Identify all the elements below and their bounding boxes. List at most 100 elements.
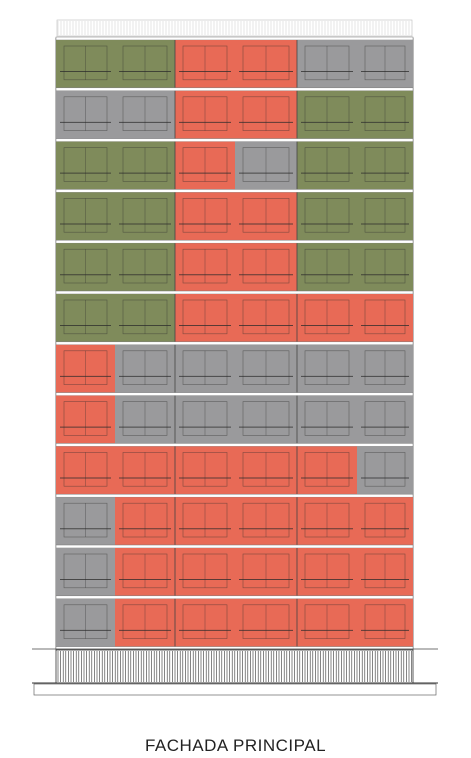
- facade-bay-gray: [175, 395, 235, 444]
- ground-floor-screen: [32, 648, 438, 684]
- facade-bay-red: [357, 294, 413, 342]
- facade-bay-red: [235, 497, 297, 545]
- floor-slab: [55, 493, 414, 498]
- facade-bay-red: [297, 598, 357, 647]
- facade-bay-red: [56, 344, 115, 393]
- facade-bay-red: [175, 497, 235, 545]
- ground-line: [33, 683, 437, 696]
- floor-1: [55, 595, 414, 647]
- facade-bay-red: [175, 141, 235, 190]
- facade-bay-red: [235, 446, 297, 495]
- facade-bay-red: [297, 446, 357, 495]
- facade-bay-red: [56, 446, 115, 495]
- facade-bay-red: [235, 598, 297, 647]
- facade-bay-red: [235, 90, 297, 139]
- facade-bay-green: [56, 192, 115, 241]
- facade-bay-red: [235, 40, 297, 88]
- facade-bay-green: [297, 243, 357, 291]
- facade-bay-gray: [297, 40, 357, 88]
- floor-8: [55, 239, 414, 291]
- facade-bay-gray: [56, 548, 115, 596]
- facade-bay-red: [235, 294, 297, 342]
- facade-bay-gray: [357, 40, 413, 88]
- facade-bay-green: [357, 141, 413, 190]
- floor-slab: [55, 290, 414, 295]
- facade-bay-red: [175, 192, 235, 241]
- roof-hatch: [57, 21, 410, 35]
- floor-slab: [55, 138, 414, 142]
- facade-bay-green: [115, 141, 175, 190]
- facade-bay-gray: [175, 344, 235, 393]
- facade-bay-red: [175, 598, 235, 647]
- facade-bay-gray: [297, 395, 357, 444]
- facade-bay-red: [175, 294, 235, 342]
- facade-bay-gray: [235, 344, 297, 393]
- floor-6: [55, 341, 414, 393]
- facade-bay-green: [297, 141, 357, 190]
- facade-bay-red: [175, 446, 235, 495]
- facade-bay-red: [115, 598, 175, 647]
- facade-bay-red: [175, 90, 235, 139]
- facade-bay-green: [56, 141, 115, 190]
- facade-bay-green: [115, 40, 175, 88]
- floor-slab: [55, 595, 414, 600]
- facade-bay-gray: [56, 497, 115, 545]
- floor-slab: [55, 341, 414, 346]
- facade-bay-gray: [56, 598, 115, 647]
- facade-bay-green: [297, 90, 357, 139]
- facade-bay-red: [235, 192, 297, 241]
- floor-slab: [55, 239, 414, 244]
- facade-bay-gray: [297, 344, 357, 393]
- facade-bay-green: [56, 243, 115, 291]
- facade-bay-green: [115, 192, 175, 241]
- facade-bay-gray: [115, 344, 175, 393]
- facade-bay-red: [175, 40, 235, 88]
- facade-bay-green: [297, 192, 357, 241]
- facade-bay-green: [115, 243, 175, 291]
- facade-bay-green: [56, 294, 115, 342]
- facade-bay-gray: [235, 141, 297, 190]
- floor-slab: [55, 443, 414, 447]
- facade-bay-gray: [235, 395, 297, 444]
- floor-2: [55, 544, 414, 596]
- facade-bay-gray: [357, 395, 413, 444]
- facade-bay-red: [297, 497, 357, 545]
- roof-parapet: [56, 19, 413, 37]
- ground-floor-slats: [57, 651, 412, 682]
- facade-bay-red: [297, 548, 357, 596]
- facade-bay-gray: [115, 90, 175, 139]
- facade-bay-red: [175, 243, 235, 291]
- floor-9: [55, 189, 414, 241]
- facade-bay-red: [115, 446, 175, 495]
- drawing-caption: FACHADA PRINCIPAL: [144, 736, 327, 755]
- floor-7: [55, 290, 414, 342]
- facade-bay-gray: [56, 90, 115, 139]
- facade-bay-red: [235, 548, 297, 596]
- floor-12: [55, 36, 414, 88]
- floor-10: [55, 138, 414, 190]
- floor-5: [55, 392, 414, 444]
- facade-bay-red: [175, 548, 235, 596]
- floor-slab: [55, 544, 414, 549]
- facade-bay-green: [357, 90, 413, 139]
- facade-bay-gray: [357, 446, 413, 495]
- floor-slab: [55, 392, 414, 396]
- facade-elevation-drawing: [32, 19, 438, 696]
- facade-bay-green: [115, 294, 175, 342]
- facade-bay-gray: [357, 344, 413, 393]
- floor-11: [55, 87, 414, 139]
- facade-bay-red: [357, 497, 413, 545]
- facade-bay-red: [115, 497, 175, 545]
- facade-bay-red: [115, 548, 175, 596]
- facade-bay-green: [357, 243, 413, 291]
- facade-bay-red: [357, 548, 413, 596]
- floor-4: [55, 443, 414, 495]
- floor-3: [55, 493, 414, 545]
- facade-bay-red: [56, 395, 115, 444]
- floor-slab: [55, 36, 414, 41]
- facade-bay-green: [56, 40, 115, 88]
- facade-bay-green: [357, 192, 413, 241]
- facade-floors: [55, 36, 414, 650]
- floor-slab: [55, 87, 414, 92]
- facade-bay-red: [297, 294, 357, 342]
